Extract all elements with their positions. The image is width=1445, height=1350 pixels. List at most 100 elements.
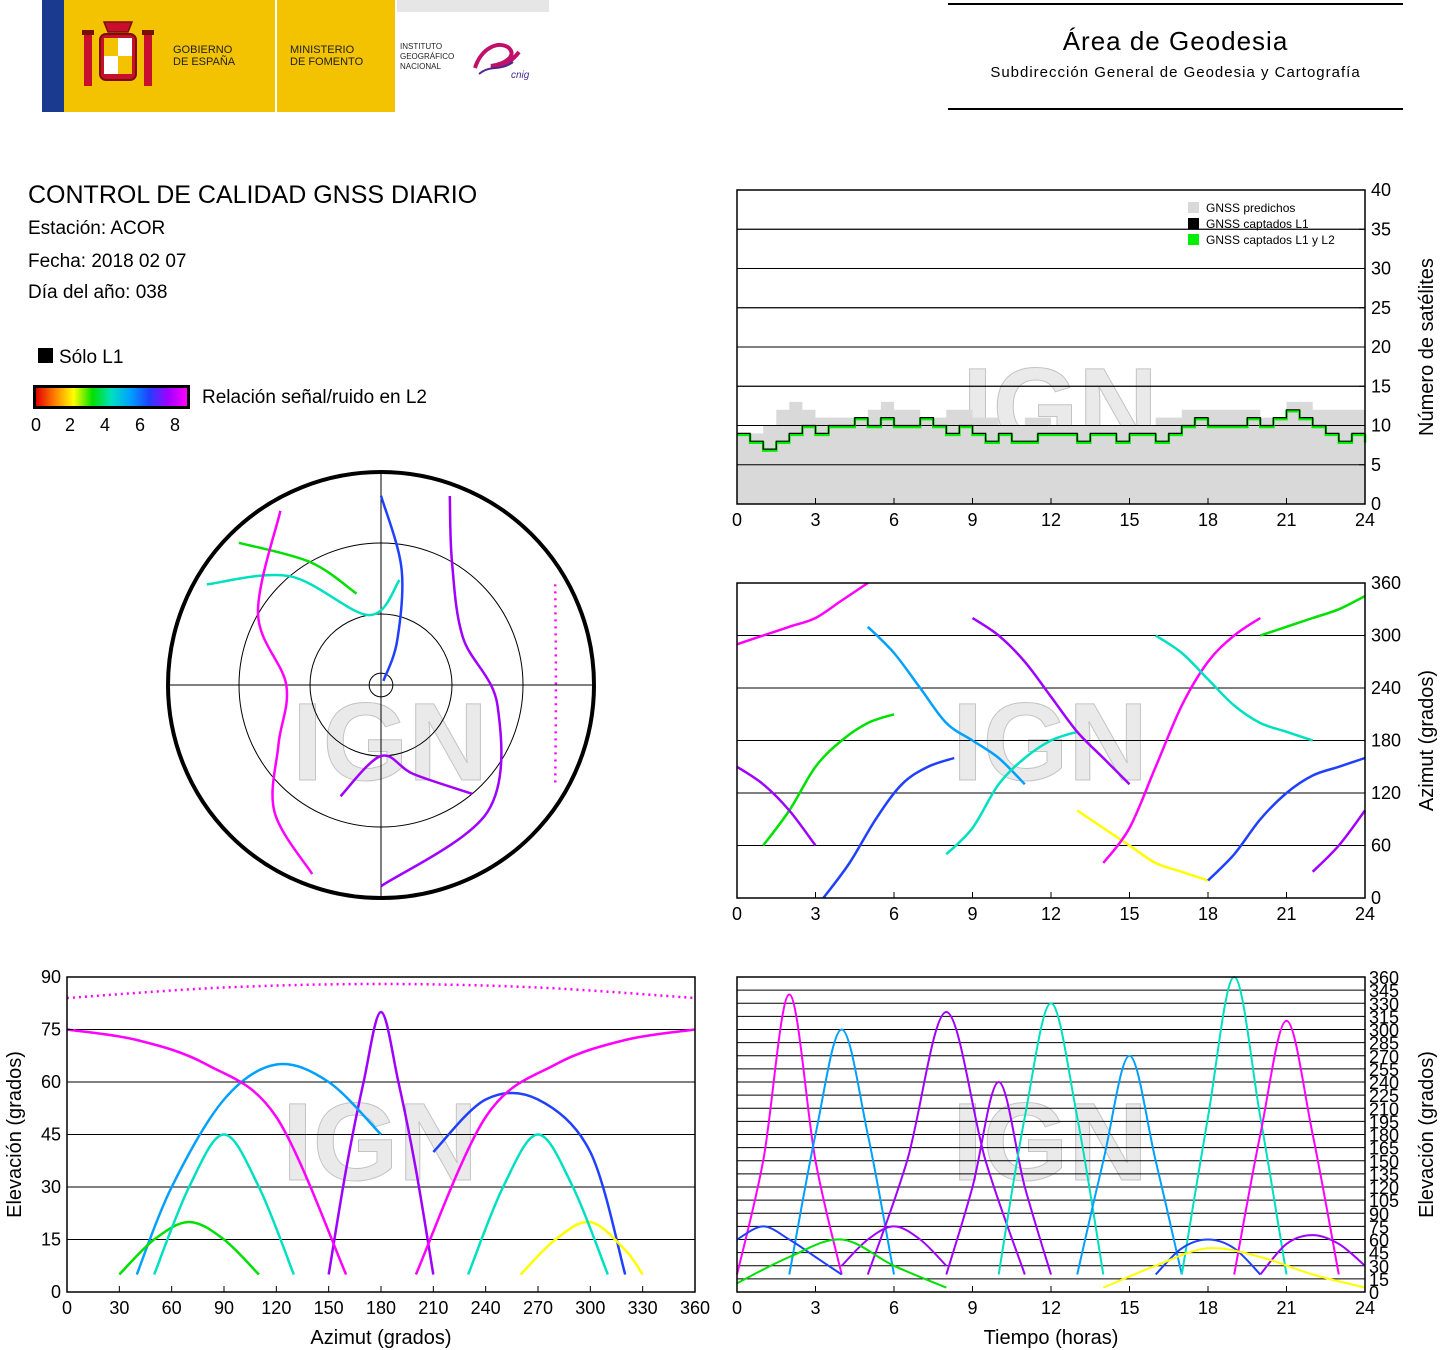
- x-tick-label: 18: [1198, 904, 1218, 924]
- y-tick-label: 120: [1371, 783, 1401, 803]
- x-tick-label: 300: [575, 1298, 605, 1318]
- series-track: [414, 1028, 696, 1276]
- series-track: [1076, 809, 1209, 882]
- y-tick-label: 90: [41, 967, 61, 987]
- series-track: [945, 730, 1078, 856]
- snr-tick: 4: [99, 415, 110, 435]
- area-subtitle: Subdirección General de Geodesia y Carto…: [990, 64, 1361, 81]
- x-tick-label: 21: [1276, 904, 1296, 924]
- x-tick-label: 270: [523, 1298, 553, 1318]
- series-track: [736, 1225, 843, 1276]
- ign-logo: INSTITUTO GEOGRÁFICO NACIONAL cnig: [397, 0, 549, 112]
- header-rule-top: [948, 3, 1403, 5]
- y-tick-label: 40: [1371, 180, 1391, 200]
- logo-divider: [275, 0, 277, 112]
- x-tick-label: 15: [1119, 904, 1139, 924]
- y-tick-label: 60: [1371, 836, 1391, 856]
- x-tick-label: 150: [314, 1298, 344, 1318]
- series-track: [866, 625, 1026, 786]
- x-tick-label: 210: [418, 1298, 448, 1318]
- y-tick-label: 105: [1369, 1191, 1399, 1211]
- series-track: [238, 541, 358, 595]
- x-tick-label: 60: [162, 1298, 182, 1318]
- series-track: [736, 581, 869, 646]
- y-tick-label: 345: [1369, 981, 1399, 1001]
- series-track: [762, 713, 895, 847]
- series-track: [1259, 1234, 1366, 1276]
- y-tick-label: 300: [1369, 1021, 1399, 1041]
- y-axis-label: Número de satélites: [1416, 258, 1438, 436]
- x-tick-label: 0: [732, 510, 742, 530]
- y-tick-label: 165: [1369, 1139, 1399, 1159]
- y-tick-label: 150: [1369, 1152, 1399, 1172]
- y-tick-label: 240: [1371, 678, 1401, 698]
- series-track: [135, 1062, 382, 1275]
- y-tick-label: 315: [1369, 1007, 1399, 1027]
- series-line-l1: [737, 409, 1366, 450]
- y-tick-label: 255: [1369, 1060, 1399, 1080]
- series-track: [379, 495, 404, 682]
- series-track: [1180, 975, 1288, 1275]
- station-label: Estación: ACOR: [28, 218, 166, 239]
- y-tick-label: 75: [1369, 1217, 1389, 1237]
- y-tick-label: 75: [41, 1020, 61, 1040]
- y-tick-label: 30: [1369, 1257, 1389, 1277]
- y-tick-label: 15: [41, 1230, 61, 1250]
- series-track: [971, 616, 1131, 786]
- y-axis-label: Elevación (grados): [1416, 1051, 1438, 1218]
- x-tick-label: 330: [628, 1298, 658, 1318]
- series-track: [1102, 1247, 1366, 1289]
- x-tick-label: 360: [680, 1298, 710, 1318]
- y-tick-label: 10: [1371, 416, 1391, 436]
- series-track: [788, 1028, 895, 1275]
- y-tick-label: 25: [1371, 298, 1391, 318]
- series-track: [1311, 809, 1366, 873]
- x-tick-label: 21: [1276, 1298, 1296, 1318]
- y-tick-label: 300: [1371, 626, 1401, 646]
- x-tick-label: 9: [967, 904, 977, 924]
- x-tick-label: 0: [732, 904, 742, 924]
- series-track: [997, 1002, 1105, 1275]
- date-label: Fecha: 2018 02 07: [28, 251, 187, 272]
- x-tick-label: 6: [889, 510, 899, 530]
- header-rule-bottom: [948, 108, 1403, 110]
- x-axis-label: Azimut (grados): [310, 1327, 451, 1349]
- y-axis-label: Azimut (grados): [1416, 670, 1438, 811]
- x-tick-label: 180: [366, 1298, 396, 1318]
- y-tick-label: 30: [41, 1177, 61, 1197]
- series-track: [380, 495, 503, 888]
- series-track: [1154, 1238, 1262, 1276]
- coat-of-arms-icon: [80, 14, 156, 98]
- y-tick-label: 180: [1369, 1126, 1399, 1146]
- snr-colorbar: [33, 385, 190, 409]
- ign-watermark: IGN: [952, 681, 1148, 804]
- cnig-logo-icon: cnig: [473, 42, 530, 81]
- y-tick-label: 60: [41, 1072, 61, 1092]
- y-tick-label: 15: [1371, 376, 1391, 396]
- x-tick-label: 9: [967, 510, 977, 530]
- y-tick-label: 360: [1369, 968, 1399, 988]
- series-track: [736, 993, 843, 1275]
- x-tick-label: 30: [109, 1298, 129, 1318]
- plot-frame: [736, 189, 1366, 505]
- series-track: [519, 1220, 644, 1276]
- x-tick-label: 12: [1041, 510, 1061, 530]
- series-track: [432, 1091, 627, 1275]
- x-tick-label: 12: [1041, 904, 1061, 924]
- y-tick-label: 5: [1371, 455, 1381, 475]
- area-title: Área de Geodesia: [1062, 26, 1289, 56]
- gobierno-label: GOBIERNO DE ESPAÑA: [173, 44, 236, 68]
- plot-frame: [66, 976, 696, 1293]
- x-tick-label: 120: [261, 1298, 291, 1318]
- y-tick-label: 60: [1369, 1231, 1389, 1251]
- snr-tick: 8: [169, 415, 180, 435]
- gobierno-logo: GOBIERNO DE ESPAÑA MINISTERIO DE FOMENTO: [42, 0, 395, 112]
- x-tick-label: 18: [1198, 1298, 1218, 1318]
- instituto-label: INSTITUTO GEOGRÁFICO NACIONAL: [400, 42, 455, 71]
- snr-colorbar-label: Relación señal/ruido en L2: [202, 387, 427, 408]
- legend-entry: GNSS captados L1 y L2: [1206, 233, 1335, 247]
- x-tick-label: 3: [810, 510, 820, 530]
- series-track: [66, 1028, 348, 1276]
